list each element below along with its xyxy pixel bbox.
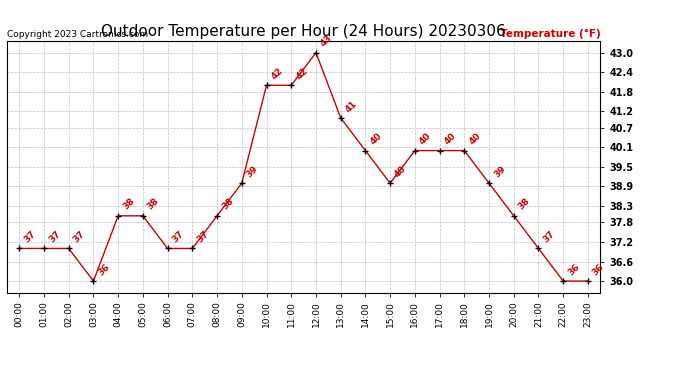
Text: 43: 43 xyxy=(319,33,334,49)
Text: 40: 40 xyxy=(442,132,457,147)
Text: 41: 41 xyxy=(344,99,359,114)
Text: 42: 42 xyxy=(270,66,285,81)
Text: 40: 40 xyxy=(368,132,384,147)
Text: 39: 39 xyxy=(245,164,260,179)
Title: Outdoor Temperature per Hour (24 Hours) 20230306: Outdoor Temperature per Hour (24 Hours) … xyxy=(101,24,506,39)
Text: 36: 36 xyxy=(97,262,112,277)
Text: 37: 37 xyxy=(195,229,210,244)
Text: 36: 36 xyxy=(591,262,606,277)
Text: 38: 38 xyxy=(220,197,235,212)
Text: 37: 37 xyxy=(22,229,37,244)
Text: Temperature (°F): Temperature (°F) xyxy=(500,28,600,39)
Text: Copyright 2023 Cartronics.com: Copyright 2023 Cartronics.com xyxy=(7,30,148,39)
Text: 37: 37 xyxy=(72,229,87,244)
Text: 40: 40 xyxy=(393,164,408,179)
Text: 40: 40 xyxy=(418,132,433,147)
Text: 37: 37 xyxy=(47,229,62,244)
Text: 36: 36 xyxy=(566,262,582,277)
Text: 40: 40 xyxy=(467,132,482,147)
Text: 37: 37 xyxy=(542,229,557,244)
Text: 37: 37 xyxy=(170,229,186,244)
Text: 42: 42 xyxy=(294,66,310,81)
Text: 39: 39 xyxy=(492,164,507,179)
Text: 38: 38 xyxy=(517,197,532,212)
Text: 38: 38 xyxy=(121,197,137,212)
Text: 38: 38 xyxy=(146,197,161,212)
